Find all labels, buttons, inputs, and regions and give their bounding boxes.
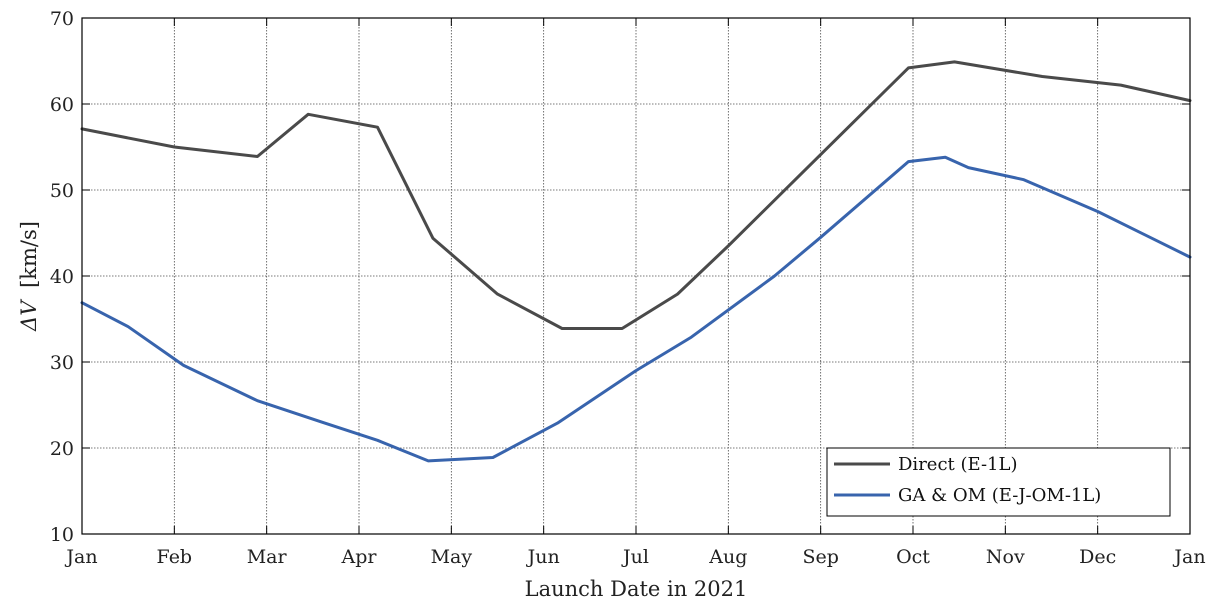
x-tick-label: Feb: [157, 546, 193, 568]
x-tick-label: Nov: [986, 546, 1025, 568]
y-tick-labels: 10 20 30 40 50 60 70: [50, 8, 74, 546]
y-tick-label: 30: [50, 352, 74, 374]
legend-label-ga-om: GA & OM (E-J-OM-1L): [898, 485, 1101, 506]
y-axis-title: ΔV [km/s]: [17, 221, 41, 332]
x-tick-label: Apr: [341, 546, 378, 568]
x-tick-label: Oct: [896, 546, 930, 568]
x-tick-label: Mar: [247, 546, 288, 568]
y-axis-unit: [km/s]: [17, 221, 41, 288]
x-tick-labels: Jan Feb Mar Apr May Jun Jul Aug Sep Oct Nov Dec Jan: [64, 546, 1205, 568]
legend: Direct (E-1L) GA & OM (E-J-OM-1L): [826, 447, 1171, 517]
tick-marks: [81, 17, 1191, 535]
x-tick-label: Jun: [526, 546, 560, 568]
y-axis-symbol: ΔV: [17, 299, 41, 332]
y-tick-label: 70: [50, 8, 74, 30]
x-axis-title: Launch Date in 2021: [525, 577, 748, 601]
series-layer: [80, 60, 1192, 463]
x-tick-label: Jan: [1172, 546, 1205, 568]
legend-label-direct: Direct (E-1L): [898, 454, 1018, 475]
series-line-ga-om: [80, 155, 1192, 463]
y-tick-label: 20: [50, 438, 74, 460]
x-tick-label: Aug: [708, 546, 747, 568]
series-line-direct: [80, 60, 1192, 330]
x-tick-label: Sep: [802, 546, 838, 568]
x-tick-label: Dec: [1079, 546, 1116, 568]
legend-box: [826, 447, 1171, 517]
y-tick-label: 60: [50, 94, 74, 116]
x-tick-label: Jul: [621, 546, 649, 568]
x-tick-label: May: [431, 546, 473, 568]
y-tick-label: 10: [50, 524, 74, 546]
y-tick-label: 40: [50, 266, 74, 288]
x-tick-label: Jan: [64, 546, 97, 568]
y-tick-label: 50: [50, 180, 74, 202]
